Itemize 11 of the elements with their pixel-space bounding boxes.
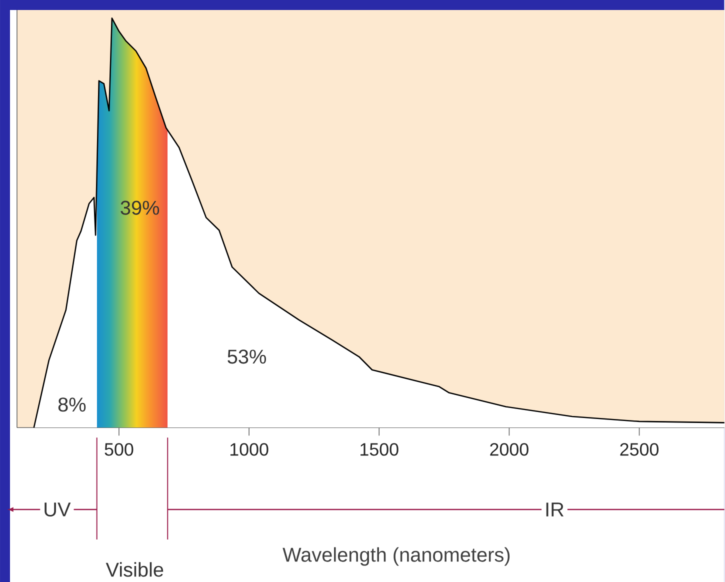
x-tick-label: 1500 — [360, 442, 398, 456]
x-axis-title: Wavelength (nanometers) — [282, 546, 510, 566]
annotation: 8% — [58, 397, 86, 412]
x-tick-label: 1000 — [230, 442, 268, 456]
text: IR — [546, 502, 564, 516]
x-tick-label: 2000 — [490, 442, 528, 456]
text: UV — [44, 502, 71, 516]
x-tick-label: 500 — [104, 442, 134, 456]
annotation: 53% — [228, 349, 266, 364]
x-tick-label: 2500 — [620, 442, 659, 456]
text: Visible — [106, 562, 164, 577]
